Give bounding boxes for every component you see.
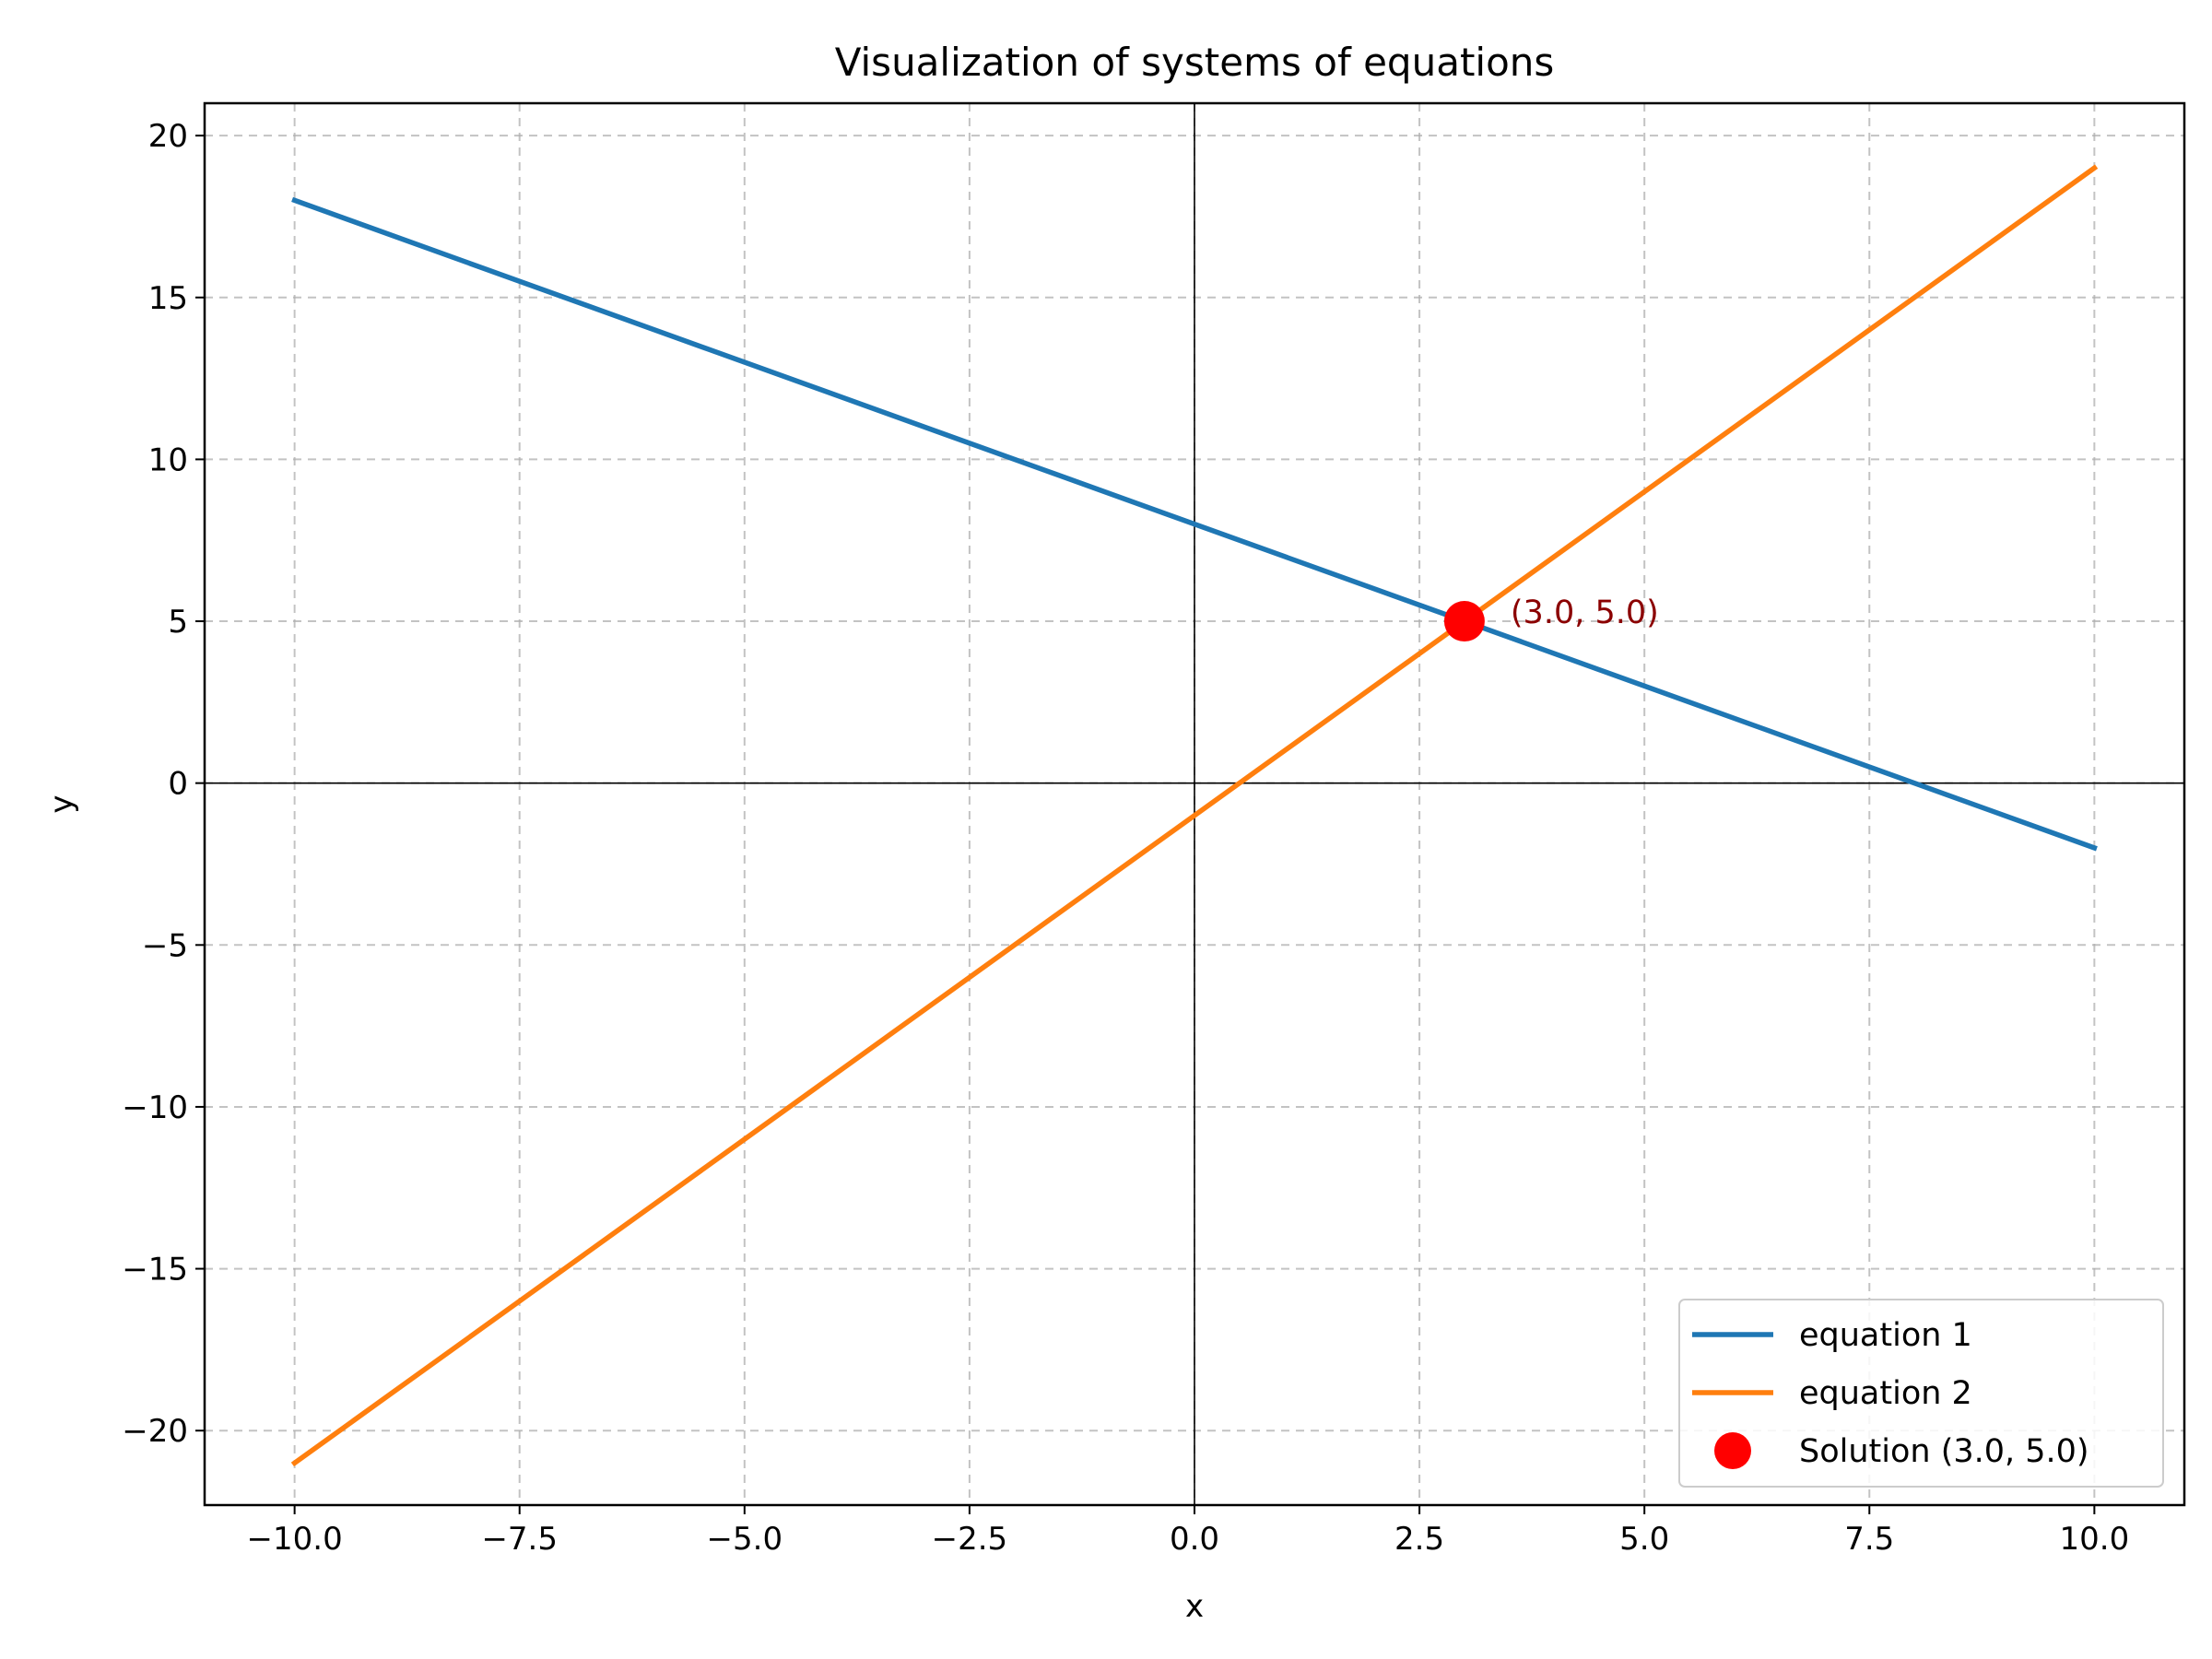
x-tick-label: −7.5 <box>481 1521 558 1558</box>
x-tick-label: 2.5 <box>1394 1521 1444 1558</box>
x-axis-label: x <box>1185 1588 1204 1625</box>
y-tick-label: −20 <box>122 1413 188 1450</box>
legend-item-equation-2-label: equation 2 <box>1799 1375 1972 1412</box>
y-tick-label: 0 <box>168 766 188 803</box>
axis-ticks: −10.0 −7.5 −5.0 −2.5 0.0 2.5 5.0 7.5 10.0 −20 −15 −… <box>122 118 2129 1558</box>
legend-box <box>1678 1299 2164 1488</box>
y-tick-label: −15 <box>122 1252 188 1288</box>
solution-layer: (3.0, 5.0) <box>1443 594 1659 642</box>
x-tick-label: 5.0 <box>1619 1521 1669 1558</box>
legend-item-solution-swatch <box>1714 1432 1751 1469</box>
x-tick-label: −2.5 <box>932 1521 1008 1558</box>
solution-point <box>1443 601 1485 642</box>
series-line-equation-2 <box>290 164 2099 1467</box>
legend-item-equation-1-label: equation 1 <box>1799 1317 1972 1354</box>
y-tick-label: 20 <box>148 118 188 155</box>
x-tick-label: −5.0 <box>707 1521 783 1558</box>
legend-item-solution-label: Solution (3.0, 5.0) <box>1799 1433 2089 1470</box>
y-tick-label: 10 <box>148 441 188 478</box>
y-tick-label: 15 <box>148 280 188 317</box>
y-tick-label: 5 <box>168 604 188 641</box>
x-tick-label: 0.0 <box>1170 1521 1219 1558</box>
legend: equation 1 equation 2 Solution (3.0, 5.0) <box>1678 1299 2164 1488</box>
x-tick-label: −10.0 <box>247 1521 343 1558</box>
y-axis-label: y <box>43 794 80 813</box>
chart-title: Visualization of systems of equations <box>835 40 1555 85</box>
series-line-equation-1 <box>291 196 2098 852</box>
x-tick-label: 7.5 <box>1844 1521 1894 1558</box>
y-tick-label: −10 <box>122 1089 188 1126</box>
x-tick-label: 10.0 <box>2060 1521 2130 1558</box>
solution-annotation: (3.0, 5.0) <box>1511 594 1659 631</box>
series-lines <box>290 164 2099 1467</box>
zero-lines <box>205 103 2184 1505</box>
y-tick-label: −5 <box>142 927 188 964</box>
